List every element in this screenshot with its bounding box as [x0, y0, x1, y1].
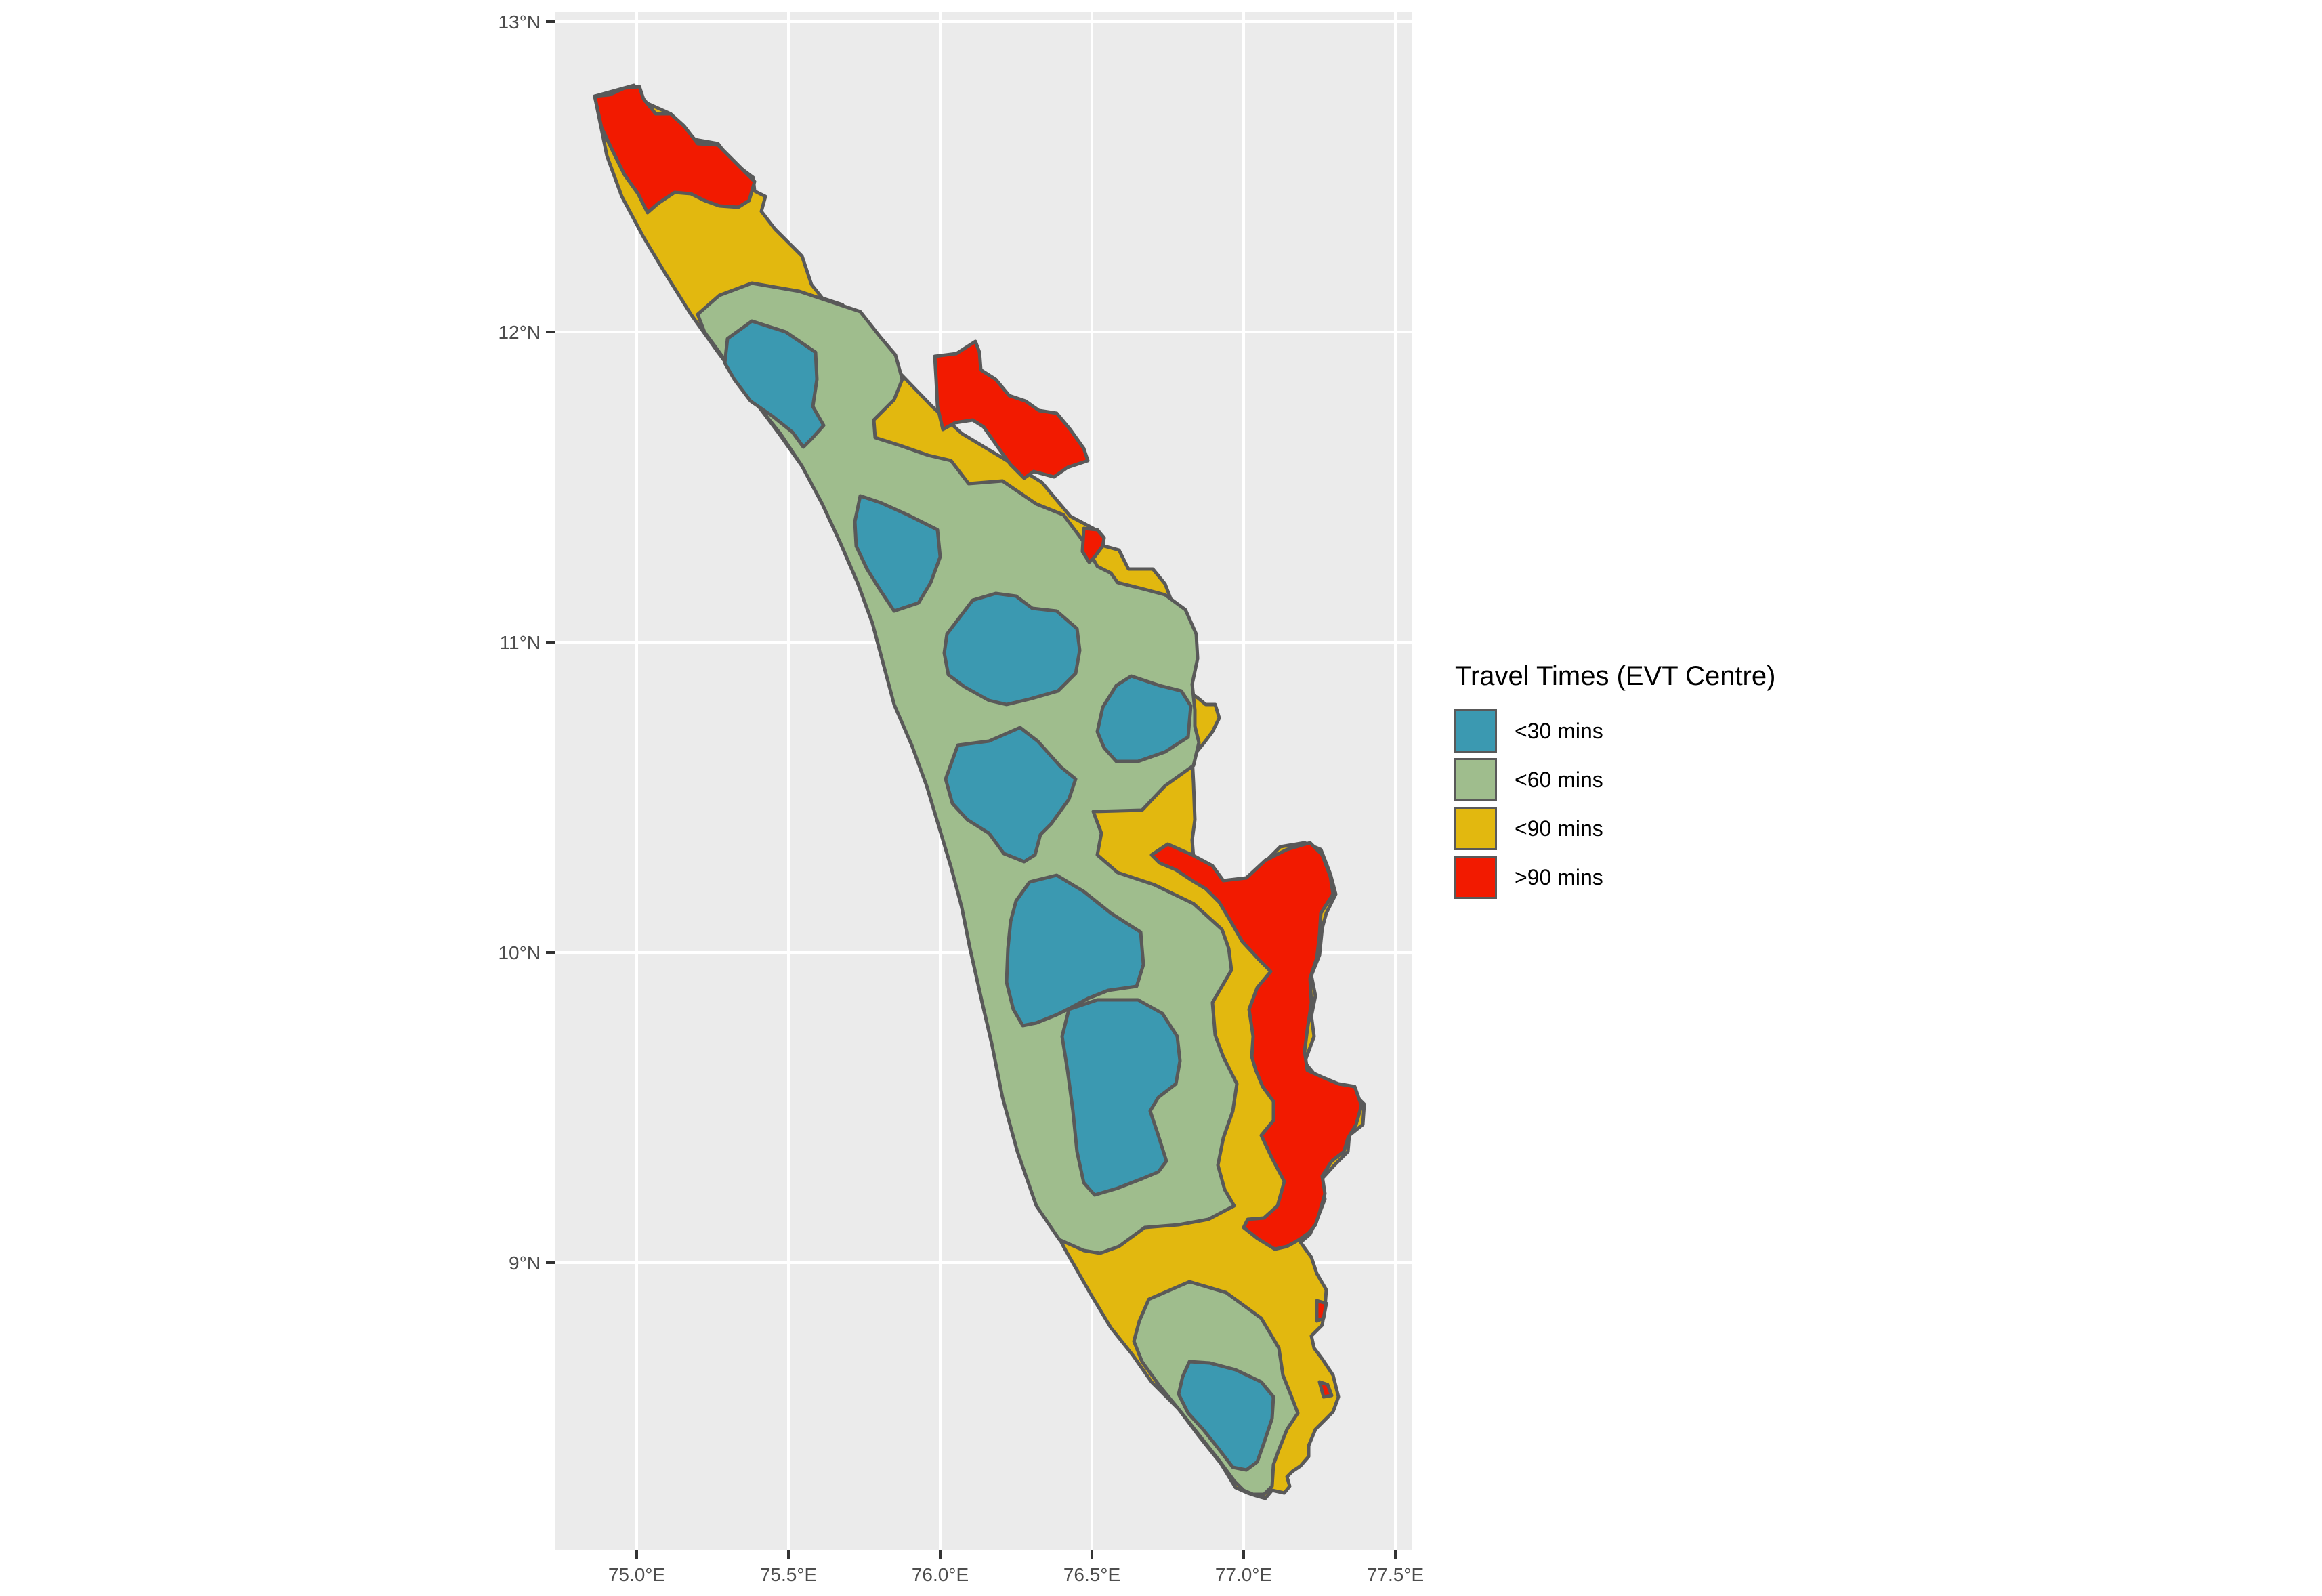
zone-gt90-tip-b: [1317, 1380, 1334, 1399]
y-tick-label: 10°N: [498, 942, 541, 963]
y-tick-label: 13°N: [498, 12, 541, 33]
zone-lt30-kottayam: [1060, 998, 1182, 1197]
zone-gt90-idukki: [1149, 841, 1364, 1251]
legend-label: <90 mins: [1515, 816, 1603, 841]
x-tick-label: 75.0°E: [608, 1564, 665, 1585]
axis-ticks: [546, 20, 1397, 1559]
legend-swatch: [1454, 856, 1497, 899]
legend-item-lt90: <90 mins: [1454, 804, 1775, 853]
legend-swatch: [1454, 807, 1497, 850]
y-tick-label: 11°N: [500, 632, 541, 653]
zone-lt30-kozhikode: [853, 494, 942, 613]
zone-lt30-trivandrum: [1177, 1360, 1275, 1472]
zone-lt30-thrissur: [944, 726, 1078, 864]
legend-swatch: [1454, 758, 1497, 801]
legend-item-lt30: <30 mins: [1454, 707, 1775, 755]
legend-title: Travel Times (EVT Centre): [1455, 661, 1776, 691]
y-axis-labels: 13°N 12°N 11°N 10°N 9°N: [498, 12, 541, 1274]
legend-item-gt90: >90 mins: [1454, 853, 1775, 902]
legend-label: >90 mins: [1515, 864, 1603, 889]
x-tick-label: 76.0°E: [912, 1564, 969, 1585]
zone-gt90-tip-a: [1315, 1299, 1328, 1323]
x-tick-label: 75.5°E: [760, 1564, 817, 1585]
y-tick-label: 12°N: [498, 322, 541, 343]
legend-item-lt60: <60 mins: [1454, 755, 1775, 804]
x-tick-label: 77.5°E: [1367, 1564, 1424, 1585]
zone-gt90-wayanad: [933, 339, 1090, 480]
legend-swatch: [1454, 709, 1497, 753]
x-tick-label: 76.5°E: [1063, 1564, 1120, 1585]
zone-lt30-malappuram: [942, 591, 1082, 707]
zone-gt90-small: [1080, 526, 1106, 564]
legend-label: <30 mins: [1515, 718, 1603, 743]
legend: Travel Times (EVT Centre) <30 mins <60 m…: [1454, 661, 1775, 902]
zone-lt30-palakkad: [1095, 674, 1193, 763]
zone-lt30-kasaragod: [723, 319, 826, 449]
travel-time-zones: [593, 83, 1366, 1500]
y-tick-label: 9°N: [509, 1253, 541, 1274]
zone-gt90-north: [593, 85, 757, 215]
x-axis-labels: 75.0°E 75.5°E 76.0°E 76.5°E 77.0°E 77.5°…: [608, 1564, 1424, 1585]
legend-label: <60 mins: [1515, 767, 1603, 792]
x-tick-label: 77.0°E: [1215, 1564, 1272, 1585]
